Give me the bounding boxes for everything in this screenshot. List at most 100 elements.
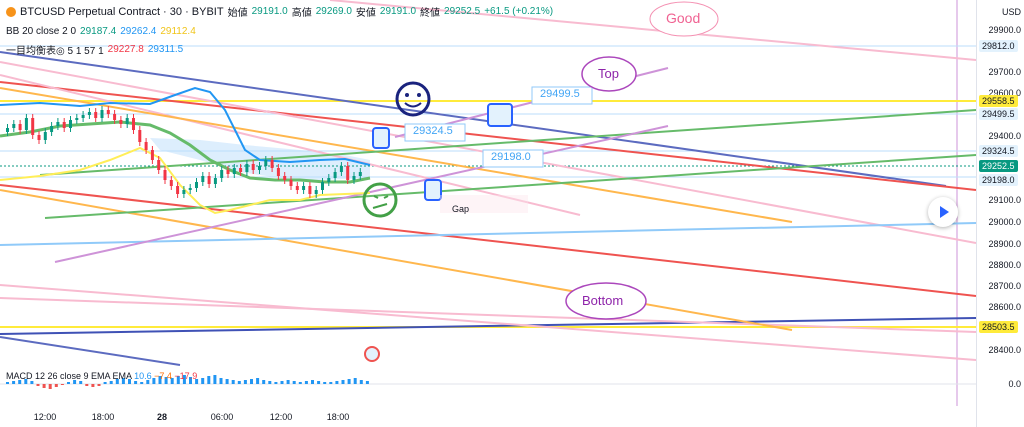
candle-body bbox=[289, 180, 293, 186]
price-tick: 29400.0 bbox=[988, 131, 1021, 141]
trendline-pink-2 bbox=[0, 284, 976, 361]
candle-body bbox=[18, 124, 22, 130]
candle-body bbox=[6, 128, 9, 132]
trendline-red-1 bbox=[0, 81, 976, 191]
macd-bar bbox=[97, 384, 101, 386]
bb-indicator-row[interactable]: BB 20 close 2 0 29187.4 29262.4 29112.4 bbox=[6, 26, 196, 37]
macd-bar bbox=[176, 376, 180, 384]
high-value: 29269.0 bbox=[315, 6, 352, 17]
macd-bar bbox=[268, 381, 272, 384]
chart-canvas[interactable] bbox=[0, 0, 976, 427]
open-value: 29191.0 bbox=[251, 6, 288, 17]
macd-bar bbox=[164, 377, 168, 384]
high-label: 高値 bbox=[291, 8, 312, 19]
price-note-29198-box bbox=[482, 149, 544, 168]
symbol-title[interactable]: BTCUSD Perpetual Contract · 30 · BYBIT bbox=[20, 5, 224, 18]
macd-bar bbox=[311, 380, 314, 384]
play-button[interactable] bbox=[928, 197, 958, 227]
gap-label: Gap bbox=[452, 204, 470, 214]
top-label: Top bbox=[598, 66, 619, 81]
low-value: 29191.0 bbox=[379, 6, 417, 17]
price-tick: 29100.0 bbox=[988, 195, 1021, 205]
price-tick: 29600.0 bbox=[988, 88, 1021, 98]
candle-body bbox=[138, 130, 142, 142]
candle-body bbox=[276, 168, 280, 176]
candle-body bbox=[188, 188, 192, 190]
macd-bar bbox=[121, 378, 125, 384]
macd-bar bbox=[231, 380, 235, 384]
candle-body bbox=[308, 186, 312, 194]
candle-body bbox=[333, 172, 337, 178]
change-value: +61.5 (+0.21%) bbox=[484, 6, 554, 17]
top-bubble bbox=[581, 56, 637, 92]
macd-name[interactable]: MACD 12 26 close 9 EMA EMA bbox=[6, 371, 132, 381]
candle-body bbox=[150, 150, 154, 160]
trendline-red-2 bbox=[0, 184, 976, 297]
price-note-29324: 29324.5 bbox=[413, 125, 453, 137]
macd-bar bbox=[323, 382, 327, 384]
macd-bar bbox=[274, 382, 278, 384]
candle-body bbox=[176, 186, 180, 194]
candle-body bbox=[113, 114, 117, 120]
time-label: 12:00 bbox=[33, 412, 57, 422]
price-tick: 28600.0 bbox=[988, 302, 1021, 312]
macd-bar bbox=[219, 378, 223, 384]
macd-bar bbox=[298, 382, 302, 384]
candle-body bbox=[201, 176, 205, 182]
macd-bar bbox=[24, 379, 28, 384]
candle-body bbox=[220, 170, 224, 178]
candle-body bbox=[119, 120, 123, 124]
macd-bar bbox=[30, 381, 34, 384]
open-label: 始値 bbox=[227, 8, 248, 19]
price-tick: 29700.0 bbox=[988, 67, 1021, 77]
macd-bar bbox=[225, 379, 229, 384]
bb-basis-value: 29187.4 bbox=[80, 26, 117, 37]
price-note-29198: 29198.0 bbox=[491, 151, 531, 163]
candle-body bbox=[43, 132, 47, 140]
chart-area[interactable]: BTCUSD Perpetual Contract · 30 · BYBIT 始… bbox=[0, 0, 976, 427]
macd-bar bbox=[103, 382, 107, 384]
trendline-green-2 bbox=[44, 154, 976, 219]
candle-body bbox=[195, 182, 198, 188]
candle-body bbox=[144, 142, 148, 150]
candle-body bbox=[239, 168, 243, 172]
macd-bar bbox=[36, 384, 40, 386]
bb-upper-value: 29262.4 bbox=[120, 26, 157, 37]
candle-body bbox=[270, 160, 274, 168]
macd-bar bbox=[67, 382, 70, 384]
macd-bar bbox=[353, 378, 357, 384]
smiley-icon bbox=[395, 81, 431, 117]
trendline-navy-upper bbox=[0, 51, 947, 187]
ichimoku-indicator-row[interactable]: 一目均衡表◎ 5 1 57 1 29227.8 29311.5 bbox=[6, 42, 183, 57]
confused-face-icon bbox=[362, 182, 398, 218]
candle-body bbox=[295, 186, 299, 190]
price-note-29324-box bbox=[404, 123, 466, 142]
macd-bar bbox=[347, 379, 351, 384]
macd-bar bbox=[237, 381, 241, 384]
thumbs-icon-right bbox=[487, 103, 513, 127]
bb-indicator-name[interactable]: BB 20 close 2 0 bbox=[6, 26, 77, 37]
price-tag-29324: 29324.5 bbox=[979, 145, 1018, 157]
trendline-navy-lower bbox=[0, 336, 181, 366]
time-label: 12:00 bbox=[269, 412, 293, 422]
macd-indicator-row[interactable]: MACD 12 26 close 9 EMA EMA 10.6 −7.4 −17… bbox=[6, 371, 197, 381]
candlestick-series bbox=[6, 106, 362, 198]
time-label: 18:00 bbox=[326, 412, 350, 422]
candle-body bbox=[163, 170, 167, 180]
ichimoku-indicator-name[interactable]: 一目均衡表◎ 5 1 57 1 bbox=[6, 46, 104, 57]
candle-body bbox=[226, 170, 230, 174]
macd-bar bbox=[262, 380, 266, 384]
macd-bar bbox=[341, 380, 345, 384]
time-label: 18:00 bbox=[91, 412, 115, 422]
candle-body bbox=[207, 176, 211, 184]
flag-icon bbox=[364, 346, 380, 362]
candle-body bbox=[24, 118, 28, 130]
close-label: 終値 bbox=[420, 8, 441, 19]
price-note-29499-box bbox=[531, 86, 593, 105]
price-axis[interactable]: USD 29900.0 29700.0 29600.0 29400.0 2910… bbox=[976, 0, 1024, 427]
bb-upper-band bbox=[0, 86, 371, 166]
macd-bar bbox=[48, 384, 52, 389]
macd-histogram bbox=[6, 375, 369, 389]
candle-body bbox=[232, 168, 236, 174]
ichimoku-value-2: 29311.5 bbox=[147, 44, 184, 55]
